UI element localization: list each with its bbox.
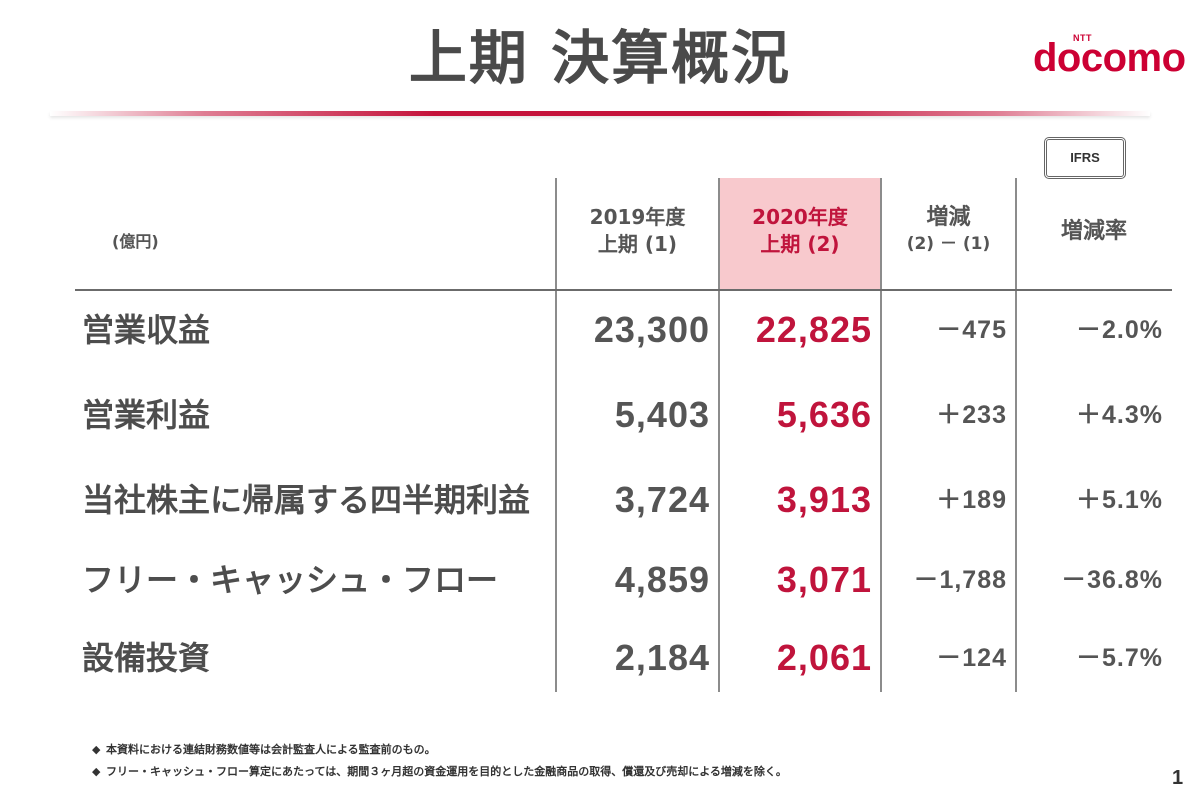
column-header-fy2020: 2020年度 上期 (2): [719, 204, 881, 258]
column-header-line1: 増減率: [1060, 219, 1127, 244]
column-header-line1: 2020年度: [752, 205, 848, 229]
value-change: ＋233: [936, 401, 1007, 429]
footnotes: ◆ 本資料における連結財務数値等は会計監査人による監査前のもの。 ◆ フリー・キャッ…: [92, 739, 787, 783]
value-change-rate: ＋4.3%: [1076, 401, 1163, 429]
row-label: 設備投資: [82, 639, 211, 677]
value-change: －124: [936, 644, 1007, 672]
value-fy2019-h1: 2,184: [614, 637, 710, 678]
value-fy2019-h1: 4,859: [614, 559, 710, 600]
footnote: ◆ 本資料における連結財務数値等は会計監査人による監査前のもの。: [92, 739, 787, 761]
value-change-rate: －2.0%: [1076, 316, 1163, 344]
value-fy2020-h1: 3,913: [776, 479, 872, 520]
column-header-line2: (2) － (1): [906, 234, 991, 254]
column-header-change-rate: 増減率: [1016, 218, 1172, 246]
header-divider: [75, 289, 1172, 291]
column-header-line1: 増減: [926, 205, 971, 230]
diamond-bullet-icon: ◆: [92, 743, 101, 756]
value-fy2019-h1: 5,403: [614, 394, 710, 435]
ifrs-badge: IFRS: [1044, 137, 1126, 179]
slide-title: 上期 決算概況: [408, 24, 792, 92]
column-divider: [555, 178, 557, 692]
logo-ntt-text: NTT: [1073, 33, 1092, 43]
page-number: 1: [1172, 767, 1184, 789]
value-fy2019-h1: 3,724: [614, 479, 710, 520]
table-row-free-cash-flow: フリー・キャッシュ・フロー 4,859 3,071 －1,788 －36.8%: [0, 550, 1200, 610]
footnote-text: 本資料における連結財務数値等は会計監査人による監査前のもの。: [106, 743, 436, 756]
column-header-change: 増減 (2) － (1): [881, 204, 1016, 258]
footnote-text: フリー・キャッシュ・フロー算定にあたっては、期間３ヶ月超の資金運用を目的とした金…: [106, 765, 787, 778]
value-change: －475: [936, 316, 1007, 344]
value-change-rate: ＋5.1%: [1076, 486, 1163, 514]
value-fy2020-h1: 2,061: [776, 637, 872, 678]
column-divider: [718, 178, 720, 692]
row-label: 営業収益: [82, 311, 211, 349]
diamond-bullet-icon: ◆: [92, 765, 101, 778]
table-row-operating-profit: 営業利益 5,403 5,636 ＋233 ＋4.3%: [0, 385, 1200, 445]
column-header-line1: 2019年度: [589, 205, 686, 229]
value-change: ＋189: [936, 486, 1007, 514]
logo-wordmark: docomo: [1033, 36, 1186, 80]
value-change-rate: －36.8%: [1061, 566, 1163, 594]
column-divider: [880, 178, 882, 692]
column-header-line2: 上期 (2): [760, 232, 840, 256]
column-header-line2: 上期 (1): [597, 232, 678, 256]
column-header-fy2019: 2019年度 上期 (1): [556, 204, 719, 258]
value-fy2019-h1: 23,300: [593, 309, 710, 350]
table-row-capex: 設備投資 2,184 2,061 －124 －5.7%: [0, 628, 1200, 688]
title-divider: [50, 111, 1150, 116]
column-divider: [1015, 178, 1017, 692]
footnote: ◆ フリー・キャッシュ・フロー算定にあたっては、期間３ヶ月超の資金運用を目的とした…: [92, 761, 787, 783]
row-label: フリー・キャッシュ・フロー: [82, 561, 499, 599]
docomo-logo: NTT docomo: [1033, 30, 1189, 80]
value-fy2020-h1: 3,071: [776, 559, 872, 600]
highlight-column-bg: [720, 178, 880, 289]
value-fy2020-h1: 22,825: [755, 309, 872, 350]
table-row-net-profit: 当社株主に帰属する四半期利益 3,724 3,913 ＋189 ＋5.1%: [0, 470, 1200, 530]
row-label: 営業利益: [82, 396, 211, 434]
row-label: 当社株主に帰属する四半期利益: [82, 481, 531, 519]
unit-label: (億円): [112, 232, 159, 251]
table-row-operating-revenue: 営業収益 23,300 22,825 －475 －2.0%: [0, 300, 1200, 360]
value-fy2020-h1: 5,636: [776, 394, 872, 435]
value-change: －1,788: [913, 566, 1007, 594]
value-change-rate: －5.7%: [1076, 644, 1163, 672]
